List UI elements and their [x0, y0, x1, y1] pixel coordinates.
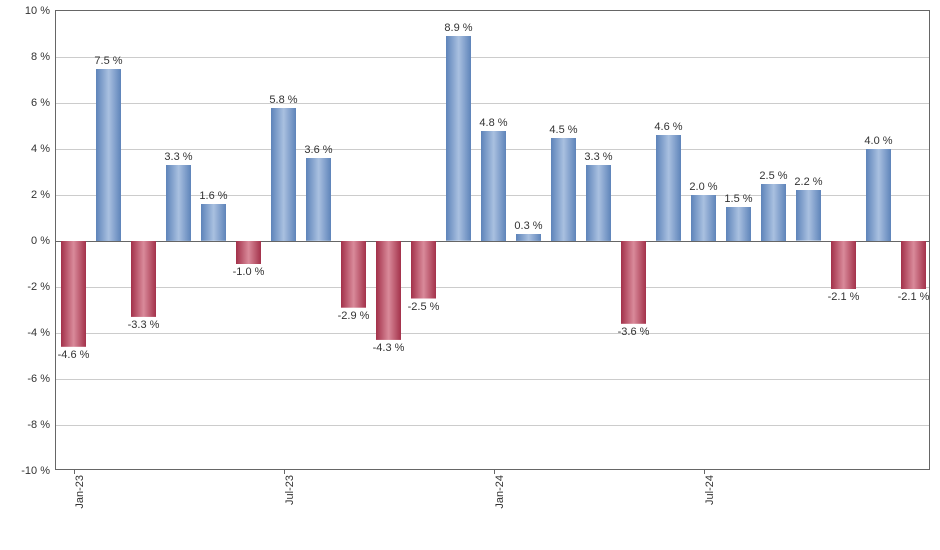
y-tick-label: 4 % [31, 143, 50, 155]
y-tick-label: -10 % [21, 465, 50, 477]
x-tick-label: Jan-23 [74, 475, 86, 509]
bar-value-label: -2.5 % [408, 301, 440, 313]
bar-value-label: 1.5 % [724, 193, 752, 205]
bar-value-label: -2.1 % [828, 291, 860, 303]
bar [586, 165, 611, 241]
bar [831, 241, 856, 289]
monthly-percent-bar-chart: -10 % -8 % -6 % -4 % -2 % 0 % 2 % 4 % 6 % 8 % 10 %… [0, 0, 940, 550]
plot-area: -10 %-8 %-6 %-4 %-2 %0 %2 %4 %6 %8 %10 %… [55, 10, 930, 470]
gridline [56, 333, 929, 334]
bar [761, 184, 786, 242]
y-tick-label: -2 % [27, 281, 50, 293]
bar-value-label: 2.0 % [689, 181, 717, 193]
bar [411, 241, 436, 299]
bar [131, 241, 156, 317]
bar-value-label: 5.8 % [269, 94, 297, 106]
bar [341, 241, 366, 308]
bar-value-label: 8.9 % [444, 22, 472, 34]
y-tick-label: 2 % [31, 189, 50, 201]
bar-value-label: -2.9 % [338, 310, 370, 322]
bar-value-label: -4.6 % [58, 349, 90, 361]
x-tick-label: Jul-24 [704, 475, 716, 505]
y-tick-label: 6 % [31, 97, 50, 109]
bar [376, 241, 401, 340]
x-tick-mark [494, 469, 495, 474]
bar [306, 158, 331, 241]
bar [61, 241, 86, 347]
bar-value-label: 4.0 % [864, 135, 892, 147]
gridline [56, 287, 929, 288]
gridline [56, 379, 929, 380]
bar-value-label: 3.3 % [584, 151, 612, 163]
bar [691, 195, 716, 241]
bar [481, 131, 506, 241]
bar-value-label: 4.8 % [479, 117, 507, 129]
gridline [56, 425, 929, 426]
bar-value-label: 4.6 % [654, 121, 682, 133]
bar-value-label: 2.2 % [794, 176, 822, 188]
bar [866, 149, 891, 241]
bar [96, 69, 121, 242]
bar [516, 234, 541, 241]
bar-value-label: -2.1 % [898, 291, 930, 303]
x-tick-label: Jan-24 [494, 475, 506, 509]
x-tick-label: Jul-23 [284, 475, 296, 505]
bar [236, 241, 261, 264]
y-tick-label: 8 % [31, 51, 50, 63]
bar [901, 241, 926, 289]
gridline [56, 103, 929, 104]
bar-value-label: 0.3 % [514, 220, 542, 232]
x-tick-mark [284, 469, 285, 474]
bar [656, 135, 681, 241]
bar-value-label: 3.3 % [164, 151, 192, 163]
bar-value-label: -1.0 % [233, 266, 265, 278]
y-tick-label: -8 % [27, 419, 50, 431]
bar [796, 190, 821, 241]
zero-line [56, 241, 929, 242]
bar-value-label: -4.3 % [373, 342, 405, 354]
bar-value-label: -3.6 % [618, 326, 650, 338]
bar [201, 204, 226, 241]
bar-value-label: -3.3 % [128, 319, 160, 331]
bar-value-label: 3.6 % [304, 144, 332, 156]
y-tick-label: -6 % [27, 373, 50, 385]
y-tick-label: -4 % [27, 327, 50, 339]
bar [446, 36, 471, 241]
bar-value-label: 1.6 % [199, 190, 227, 202]
x-tick-mark [704, 469, 705, 474]
bar [726, 207, 751, 242]
bar [621, 241, 646, 324]
y-tick-label: 10 % [25, 5, 50, 17]
bar-value-label: 7.5 % [94, 55, 122, 67]
bar [271, 108, 296, 241]
gridline [56, 57, 929, 58]
bar [551, 138, 576, 242]
x-tick-mark [74, 469, 75, 474]
bar-value-label: 4.5 % [549, 124, 577, 136]
bar-value-label: 2.5 % [759, 170, 787, 182]
bar [166, 165, 191, 241]
y-tick-label: 0 % [31, 235, 50, 247]
